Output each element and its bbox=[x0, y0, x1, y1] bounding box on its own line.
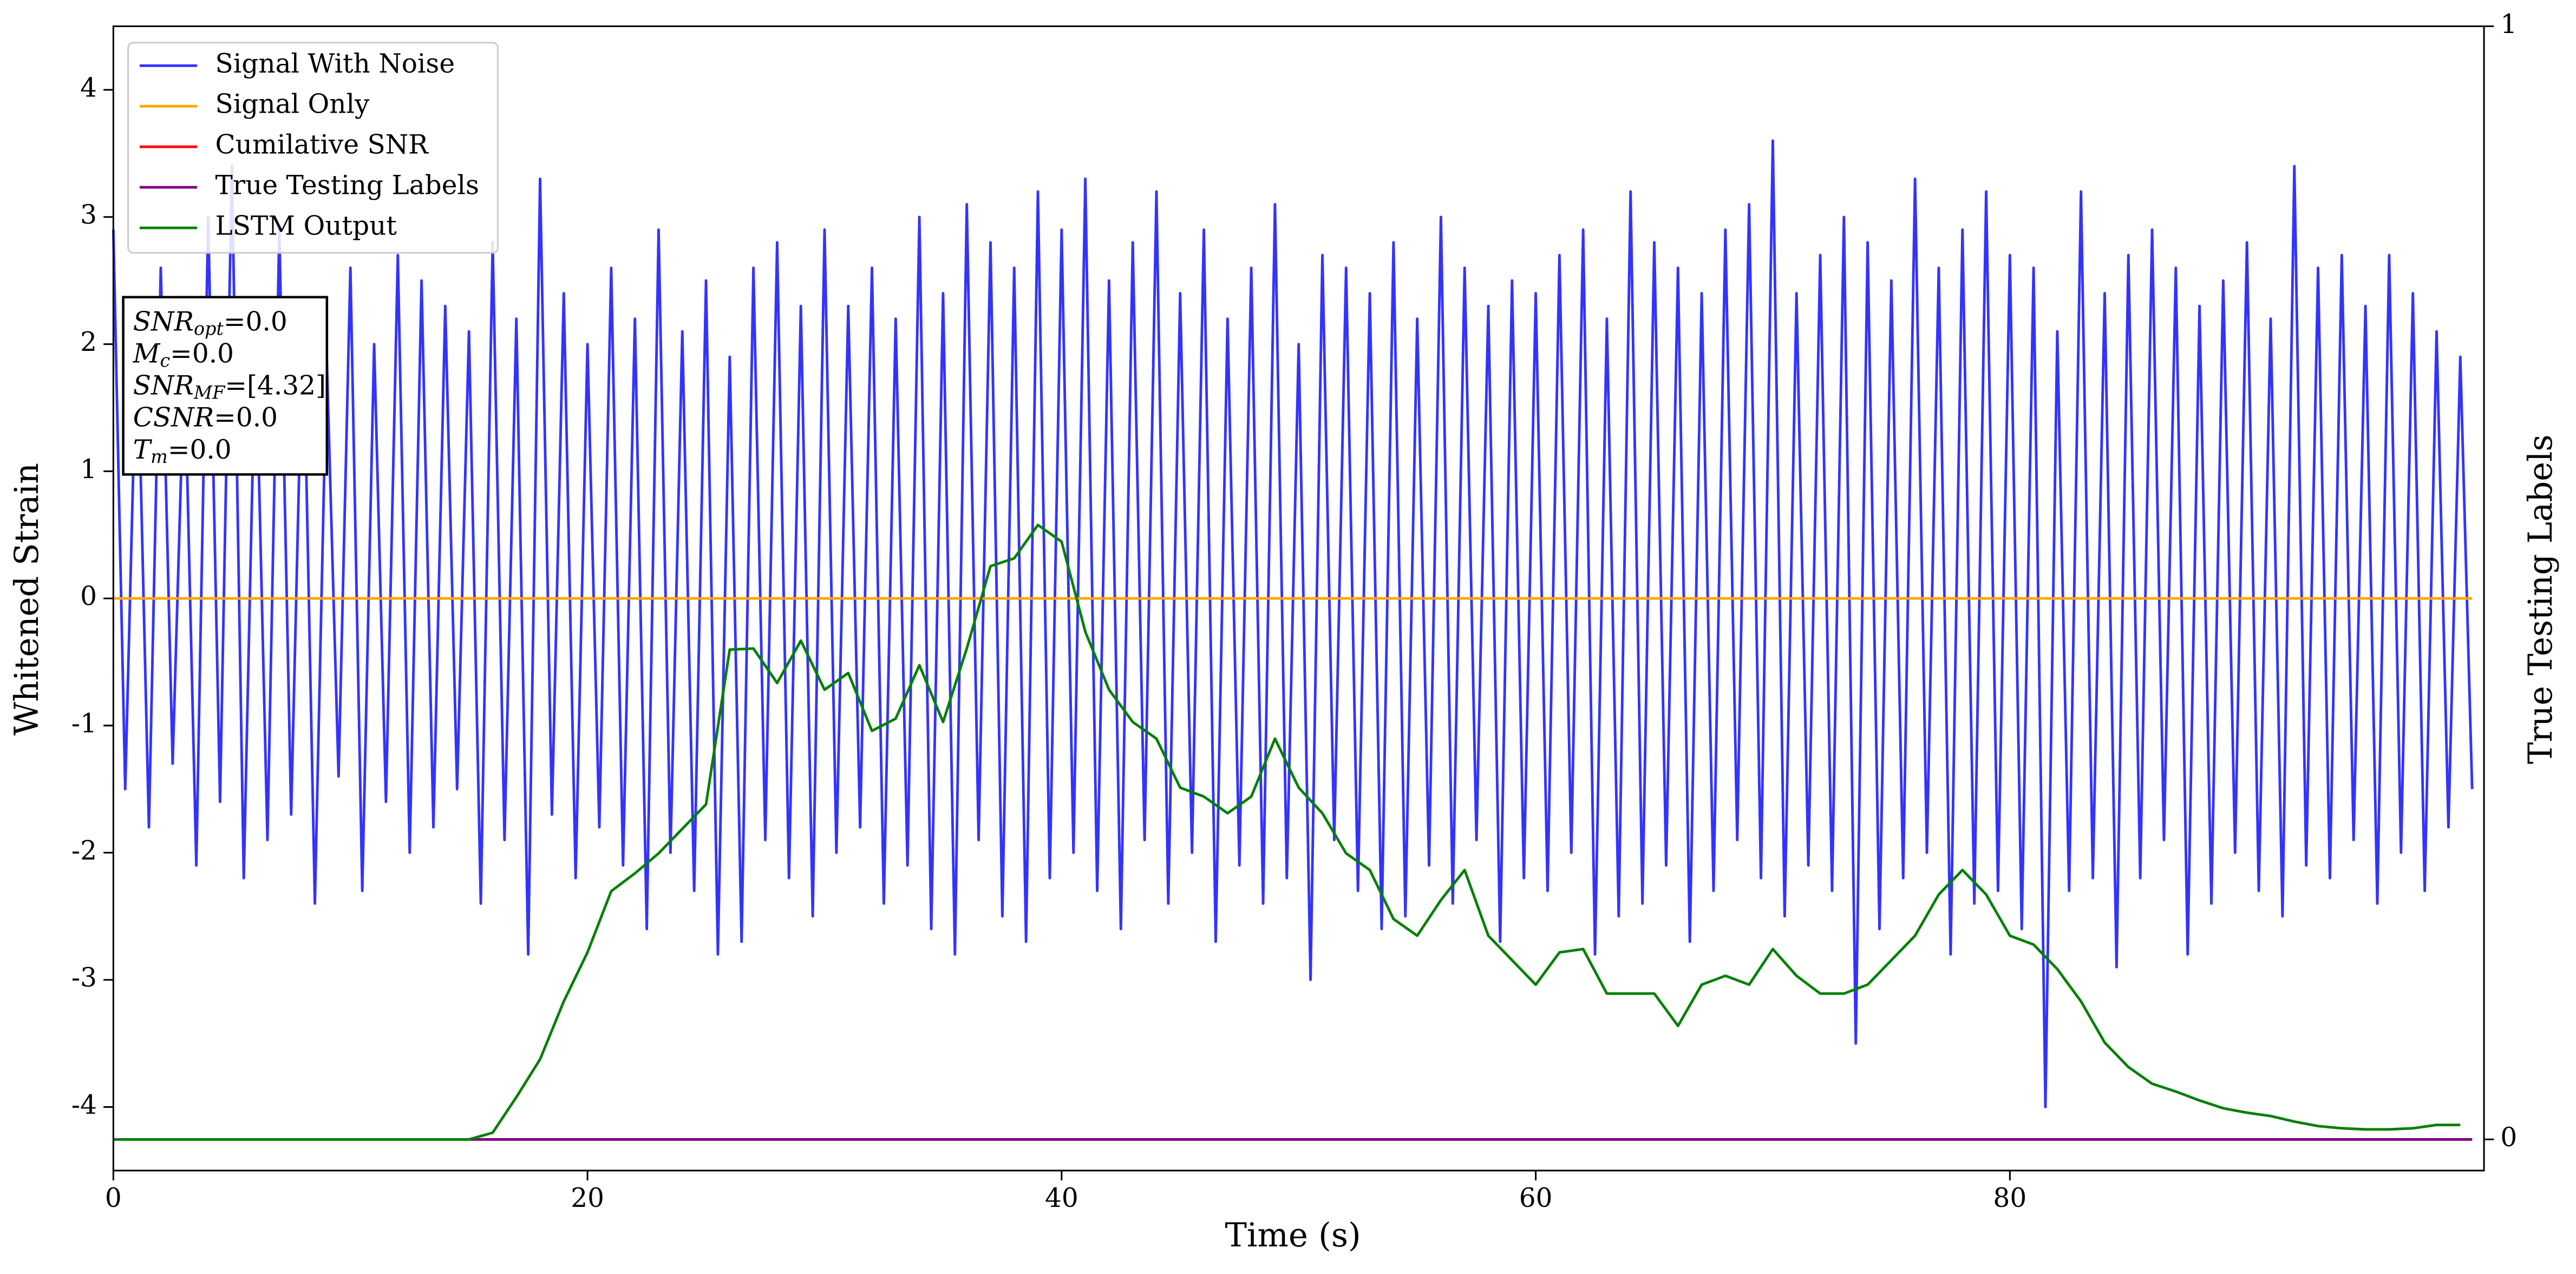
legend bbox=[127, 42, 499, 254]
x-tick-label: 80 bbox=[1993, 1183, 2026, 1213]
annotation-box bbox=[122, 296, 329, 476]
legend-entries: Signal With Noise Signal Only Cumilative S… bbox=[139, 49, 479, 241]
annotation: CSNR=0.0 bbox=[133, 402, 278, 433]
legend-label: Signal Only bbox=[215, 89, 370, 120]
annotation-symbol: SNR bbox=[133, 306, 194, 337]
annotation-symbol: SNR bbox=[133, 370, 194, 401]
annotation: Tm=0.0 bbox=[133, 434, 232, 467]
y-tick-label: -3 bbox=[71, 963, 97, 993]
annotation-subscript: opt bbox=[194, 318, 224, 339]
y2-tick-label: 0 bbox=[2500, 1122, 2517, 1153]
x-tick-label: 20 bbox=[571, 1183, 604, 1213]
y2-axis-label: True Testing Labels bbox=[2522, 434, 2560, 764]
legend-label: True Testing Labels bbox=[215, 170, 479, 200]
y-tick-label: 0 bbox=[80, 582, 97, 612]
annotations: SNRopt=0.0Mc=0.0SNRMF=[4.32]CSNR=0.0Tm=0… bbox=[133, 306, 326, 467]
series-line bbox=[112, 139, 2474, 1108]
annotation-symbol: M bbox=[133, 338, 161, 369]
x-tick-label: 60 bbox=[1519, 1183, 1553, 1213]
x-tick-label: 0 bbox=[105, 1183, 122, 1213]
legend-label: Signal With Noise bbox=[215, 49, 455, 79]
y-tick-label: 2 bbox=[80, 327, 97, 357]
legend-label: LSTM Output bbox=[215, 211, 397, 241]
y-tick-label: 4 bbox=[80, 73, 97, 103]
y-axis-label: Whitened Strain bbox=[8, 463, 46, 736]
annotation-symbol: CSNR bbox=[133, 402, 214, 433]
annotation-subscript: c bbox=[160, 350, 170, 371]
annotation: SNRMF=[4.32] bbox=[133, 370, 326, 403]
annotation-subscript: m bbox=[151, 446, 168, 467]
series-line bbox=[113, 524, 2461, 1141]
annotation-subscript: MF bbox=[193, 382, 226, 403]
y2-tick-label: 1 bbox=[2500, 9, 2517, 40]
plot-area bbox=[112, 139, 2474, 1141]
y-tick-label: -4 bbox=[71, 1090, 97, 1120]
annotation-text: =[4.32] bbox=[225, 370, 326, 401]
annotation: Mc=0.0 bbox=[133, 338, 234, 371]
y-tick-label: -1 bbox=[71, 709, 97, 739]
annotation-text: =0.0 bbox=[168, 434, 232, 465]
y-tick-label: -2 bbox=[71, 835, 97, 866]
annotation-text: =0.0 bbox=[224, 306, 287, 337]
annotation-text: =0.0 bbox=[170, 338, 234, 369]
x-tick-label: 40 bbox=[1045, 1183, 1078, 1213]
x-axis-label: Time (s) bbox=[1225, 1217, 1361, 1255]
annotation: SNRopt=0.0 bbox=[133, 306, 287, 339]
y-tick-label: 3 bbox=[80, 200, 97, 230]
y-tick-label: 1 bbox=[80, 454, 97, 485]
annotation-text: =0.0 bbox=[214, 402, 278, 433]
legend-label: Cumilative SNR bbox=[215, 130, 429, 160]
annotation-symbol: T bbox=[133, 434, 153, 465]
